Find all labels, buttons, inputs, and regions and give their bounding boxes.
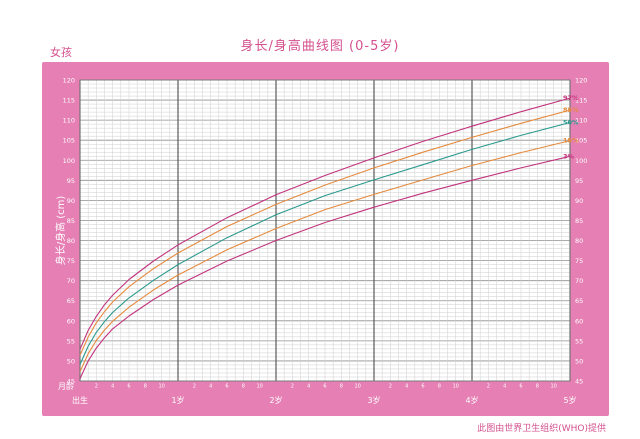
- series-label-85pct: 85%: [563, 106, 579, 114]
- x-tick-label: 8: [242, 384, 245, 390]
- series-line-50pct: [79, 121, 571, 365]
- y-tick-label-left: 75: [67, 257, 75, 265]
- x-tick-label: 8: [536, 384, 539, 390]
- y-tick-label-right: 60: [575, 317, 583, 325]
- y-tick-label-right: 75: [575, 257, 583, 265]
- credit-text: 此图由世界卫生组织(WHO)提供: [477, 424, 606, 434]
- x-tick-label: 2: [95, 384, 98, 390]
- x-tick-label: 10: [158, 384, 164, 390]
- x-tick-label: 8: [438, 384, 441, 390]
- series-line-85pct: [79, 109, 571, 356]
- y-tick-label-right: 65: [575, 297, 583, 305]
- y-tick-label-right: 80: [575, 237, 583, 245]
- plot-border: [79, 79, 571, 382]
- y-tick-label-right: 115: [575, 97, 587, 105]
- y-tick-label-left: 115: [63, 97, 75, 105]
- x-major-label: 3岁: [367, 395, 380, 405]
- x-tick-label: 4: [503, 384, 506, 390]
- series-label-15pct: 15%: [563, 137, 579, 145]
- x-tick-label: 6: [127, 384, 130, 390]
- series-line-97pct: [79, 97, 571, 350]
- gender-label: 女孩: [50, 46, 72, 59]
- series-label-50pct: 50%: [563, 119, 579, 127]
- y-tick-label-left: 95: [67, 177, 75, 185]
- y-tick-label-left: 90: [67, 197, 75, 205]
- y-axis-label: 身长/身高 (cm): [54, 196, 67, 266]
- x-major-label: 2岁: [269, 395, 282, 405]
- x-tick-label: 2: [291, 384, 294, 390]
- y-tick-label-right: 85: [575, 217, 583, 225]
- y-tick-label-left: 120: [63, 77, 75, 85]
- y-tick-label-right: 105: [575, 137, 587, 145]
- x-tick-label: 6: [421, 384, 424, 390]
- y-tick-label-right: 110: [575, 117, 587, 125]
- x-tick-label: 10: [550, 384, 556, 390]
- x-tick-label: 4: [405, 384, 408, 390]
- x-tick-label: 2: [389, 384, 392, 390]
- y-tick-label-right: 55: [575, 337, 583, 345]
- x-tick-label: 10: [452, 384, 458, 390]
- x-tick-label: 10: [256, 384, 262, 390]
- y-tick-label-right: 95: [575, 177, 583, 185]
- y-tick-label-left: 110: [63, 117, 75, 125]
- y-tick-label-left: 50: [67, 357, 75, 365]
- y-tick-label-left: 55: [67, 337, 75, 345]
- y-tick-label-right: 70: [575, 277, 583, 285]
- y-tick-label-right: 120: [575, 77, 587, 85]
- x-tick-label: 8: [144, 384, 147, 390]
- y-tick-label-left: 65: [67, 297, 75, 305]
- y-tick-label-right: 45: [575, 378, 583, 386]
- y-tick-label-left: 80: [67, 237, 75, 245]
- y-tick-label-right: 50: [575, 357, 583, 365]
- x-tick-label: 2: [193, 384, 196, 390]
- x-tick-label: 10: [354, 384, 360, 390]
- y-tick-label-left: 60: [67, 317, 75, 325]
- x-tick-label: 4: [307, 384, 310, 390]
- x-major-label: 1岁: [171, 395, 184, 405]
- y-tick-label-left: 105: [63, 137, 75, 145]
- grid-lines: [79, 79, 571, 382]
- x-tick-label: 6: [225, 384, 228, 390]
- series-label-3pct: 3%: [563, 152, 575, 160]
- x-tick-label: 4: [209, 384, 212, 390]
- x-tick-label: 6: [323, 384, 326, 390]
- x-tick-label: 6: [519, 384, 522, 390]
- x-axis-label: 月龄: [58, 381, 74, 391]
- series-line-3pct: [79, 155, 571, 379]
- y-tick-label-right: 100: [575, 157, 587, 165]
- x-tick-label: 8: [340, 384, 343, 390]
- x-major-label: 5岁: [563, 395, 576, 405]
- y-tick-label-left: 45: [67, 378, 75, 386]
- chart-title: 身长/身高曲线图 (0-5岁): [240, 39, 400, 54]
- y-tick-label-left: 100: [63, 157, 75, 165]
- x-tick-label: 4: [111, 384, 114, 390]
- x-tick-label: 2: [487, 384, 490, 390]
- series-label-97pct: 97%: [563, 94, 579, 102]
- x-major-label: 4岁: [465, 395, 478, 405]
- y-tick-label-right: 90: [575, 197, 583, 205]
- y-tick-label-left: 85: [67, 217, 75, 225]
- y-tick-label-left: 70: [67, 277, 75, 285]
- series-line-15pct: [79, 140, 571, 373]
- x-major-label: 出生: [72, 395, 88, 405]
